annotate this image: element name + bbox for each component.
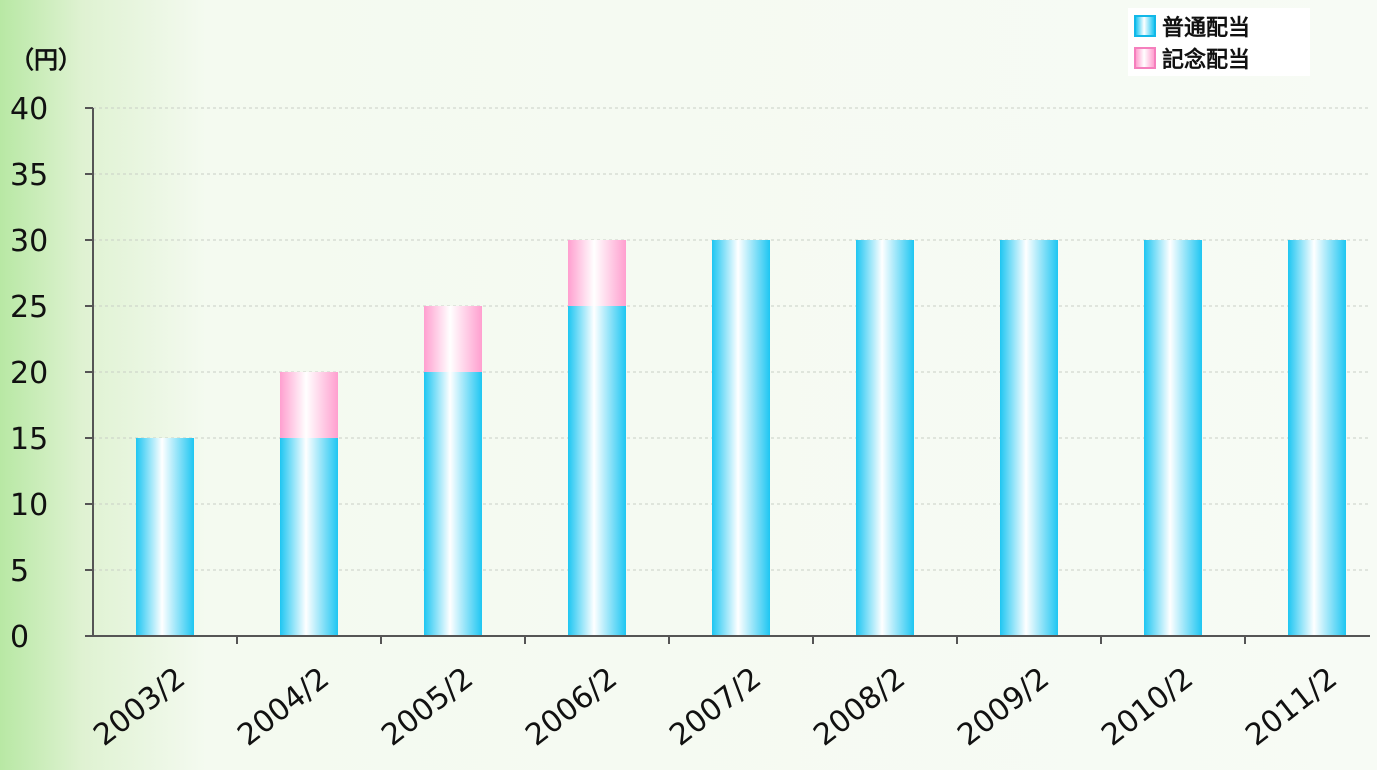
y-tick-label-0: 0 — [10, 620, 29, 655]
bar-normal-2005/2 — [424, 372, 482, 636]
y-tick-label-20: 20 — [10, 356, 48, 391]
legend-item-commemorative: 記念配当 — [1134, 42, 1304, 74]
bar-normal-2008/2 — [856, 240, 914, 636]
y-tick-label-35: 35 — [10, 158, 48, 193]
bars — [136, 240, 1346, 636]
bar-commemorative-2004/2 — [280, 372, 338, 438]
legend-label-normal: 普通配当 — [1162, 16, 1251, 41]
legend-label-commemorative: 記念配当 — [1162, 48, 1251, 73]
bar-normal-2010/2 — [1144, 240, 1202, 636]
bar-normal-2007/2 — [712, 240, 770, 636]
y-tick-label-5: 5 — [10, 554, 29, 589]
bar-normal-2009/2 — [1000, 240, 1058, 636]
y-tick-label-25: 25 — [10, 290, 48, 325]
y-axis-unit-label: （円） — [10, 46, 82, 74]
legend: 普通配当 記念配当 — [1128, 8, 1310, 76]
y-tick-label-40: 40 — [10, 92, 48, 127]
y-tick-label-10: 10 — [10, 488, 48, 523]
bar-normal-2003/2 — [136, 438, 194, 636]
bar-normal-2011/2 — [1288, 240, 1346, 636]
bar-normal-2004/2 — [280, 438, 338, 636]
legend-item-normal: 普通配当 — [1134, 10, 1304, 42]
y-tick-label-15: 15 — [10, 422, 48, 457]
bar-commemorative-2006/2 — [568, 240, 626, 306]
legend-swatch-normal — [1134, 15, 1156, 37]
bar-normal-2006/2 — [568, 306, 626, 636]
axes — [85, 107, 1370, 644]
legend-swatch-commemorative — [1134, 47, 1156, 69]
y-tick-label-30: 30 — [10, 224, 48, 259]
bar-commemorative-2005/2 — [424, 306, 482, 372]
